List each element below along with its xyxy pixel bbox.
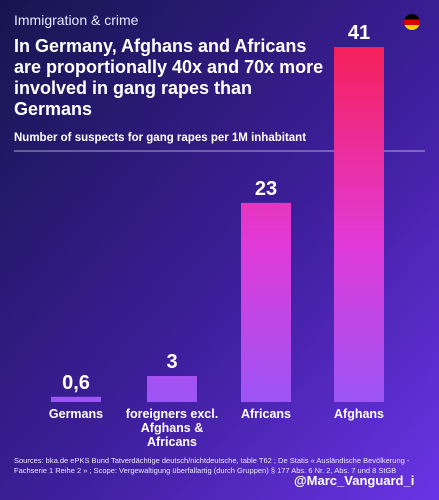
x-tick-label: Africans (240, 407, 292, 421)
x-tick-label: foreigners excl. Afghans & Africans (125, 407, 219, 449)
value-label: 0,6 (62, 372, 90, 394)
value-label: 3 (166, 351, 177, 373)
handle: @Marc_Vanguard_i (294, 473, 415, 488)
x-tick-label: Germans (48, 407, 104, 421)
flag (404, 14, 420, 30)
x-tick-label: Afghans (334, 407, 384, 421)
subtitle: Number of suspects for gang rapes per 1M… (14, 132, 307, 144)
chart-title: In Germany, Afghans and Africans are pro… (14, 36, 324, 119)
bar (334, 47, 384, 402)
bar (51, 396, 101, 402)
bar (241, 202, 291, 402)
sources: Sources: bka.de ePKS Bund Tatverdächtige… (14, 456, 410, 475)
value-label: 23 (255, 178, 277, 200)
value-label: 41 (348, 22, 370, 44)
bar (147, 376, 197, 402)
kicker: Immigration & crime (14, 12, 139, 28)
